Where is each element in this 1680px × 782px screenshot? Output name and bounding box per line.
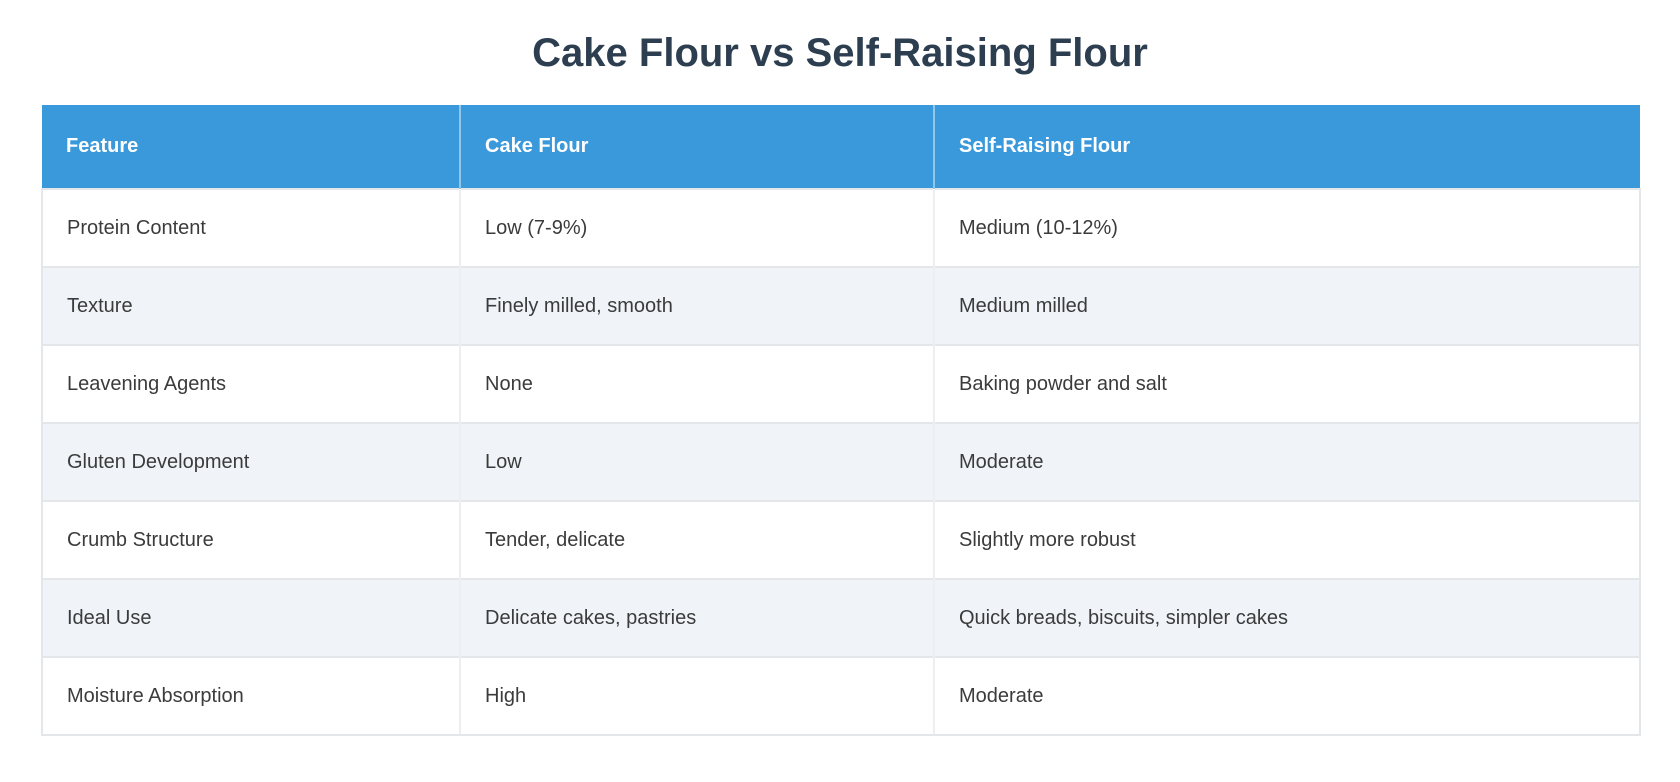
table-row: Protein Content Low (7-9%) Medium (10-12… xyxy=(41,188,1641,267)
cake-flour-cell: Delicate cakes, pastries xyxy=(459,578,934,657)
header-row: Feature Cake Flour Self-Raising Flour xyxy=(42,105,1640,189)
feature-cell: Gluten Development xyxy=(41,422,460,501)
cake-flour-cell: Low (7-9%) xyxy=(459,188,934,267)
comparison-table: Feature Cake Flour Self-Raising Flour Pr… xyxy=(41,105,1641,736)
table-row: Ideal Use Delicate cakes, pastries Quick… xyxy=(41,578,1641,657)
self-raising-flour-cell: Moderate xyxy=(933,656,1641,736)
self-raising-flour-cell: Medium milled xyxy=(933,266,1641,345)
feature-cell: Texture xyxy=(41,266,460,345)
feature-cell: Protein Content xyxy=(41,188,460,267)
column-header-feature: Feature xyxy=(42,105,460,189)
column-header-self-raising-flour: Self-Raising Flour xyxy=(933,105,1640,189)
self-raising-flour-cell: Moderate xyxy=(933,422,1641,501)
cake-flour-cell: Finely milled, smooth xyxy=(459,266,934,345)
self-raising-flour-cell: Baking powder and salt xyxy=(933,344,1641,423)
table-row: Leavening Agents None Baking powder and … xyxy=(41,344,1641,423)
table-row: Moisture Absorption High Moderate xyxy=(41,656,1641,736)
feature-cell: Ideal Use xyxy=(41,578,460,657)
feature-cell: Leavening Agents xyxy=(41,344,460,423)
self-raising-flour-cell: Slightly more robust xyxy=(933,500,1641,579)
cake-flour-cell: Tender, delicate xyxy=(459,500,934,579)
page-title: Cake Flour vs Self-Raising Flour xyxy=(532,31,1148,75)
feature-cell: Crumb Structure xyxy=(41,500,460,579)
feature-cell: Moisture Absorption xyxy=(41,656,460,736)
table-row: Texture Finely milled, smooth Medium mil… xyxy=(41,266,1641,345)
table-row: Gluten Development Low Moderate xyxy=(41,422,1641,501)
cake-flour-cell: Low xyxy=(459,422,934,501)
column-header-cake-flour: Cake Flour xyxy=(459,105,934,189)
cake-flour-cell: None xyxy=(459,344,934,423)
self-raising-flour-cell: Quick breads, biscuits, simpler cakes xyxy=(933,578,1641,657)
self-raising-flour-cell: Medium (10-12%) xyxy=(933,188,1641,267)
cake-flour-cell: High xyxy=(459,656,934,736)
table-row: Crumb Structure Tender, delicate Slightl… xyxy=(41,500,1641,579)
